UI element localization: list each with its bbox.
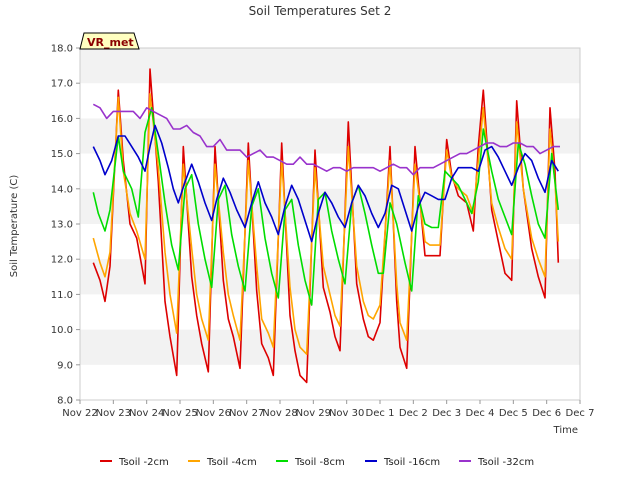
x-tick-label: Dec 5 [499,408,528,419]
y-tick-label: 11.0 [51,290,73,301]
legend: Tsoil -2cm Tsoil -4cm Tsoil -8cm Tsoil -16c… [100,457,534,468]
x-tick-label: Dec 4 [466,408,495,419]
y-tick-label: 14.0 [51,184,73,195]
legend-label: Tsoil -8cm [294,457,345,468]
y-tick-label: 9.0 [57,360,73,371]
legend-label: Tsoil -16cm [383,457,440,468]
y-axis: 8.0 9.0 10.0 11.0 12.0 13.0 14.0 15.0 16.0 17.0 18… [51,44,80,407]
legend-label: Tsoil -2cm [118,457,169,468]
x-tick-label: Dec 7 [566,408,595,419]
x-tick-label: Nov 22 [62,408,97,419]
x-tick-label: Dec 6 [532,408,561,419]
x-tick-label: Dec 2 [399,408,428,419]
series-line-tsoil-32cm [92,103,560,176]
y-tick-label: 13.0 [51,220,73,231]
y-tick-label: 10.0 [51,325,73,336]
y-tick-label: 17.0 [51,79,73,90]
x-axis-title: Time [553,425,578,436]
y-tick-label: 15.0 [51,149,73,160]
badge-shape [79,32,140,50]
y-tick-label: 12.0 [51,255,73,266]
x-tick-label: Nov 29 [296,408,331,419]
grid-band [80,259,580,295]
x-tick-label: Nov 27 [229,408,264,419]
y-tick-label: 16.0 [51,114,73,125]
grid-bands [80,48,580,365]
y-tick-label: 8.0 [57,396,73,407]
vr-met-badge: VR_met [79,32,140,50]
x-tick-label: Nov 28 [262,408,297,419]
legend-label: Tsoil -4cm [206,457,257,468]
x-tick-label: Nov 30 [329,408,364,419]
grid-band [80,48,580,84]
series-line-tsoil-4cm [92,93,560,356]
x-tick-label: Nov 24 [129,408,164,419]
series-line-tsoil-2cm [92,68,560,384]
x-tick-label: Dec 1 [366,408,395,419]
chart-title: Soil Temperatures Set 2 [249,4,392,18]
x-tick-label: Nov 25 [162,408,197,419]
grid-band [80,329,580,365]
y-tick-label: 18.0 [51,44,73,55]
x-tick-label: Dec 3 [432,408,461,419]
y-axis-title: Soil Temperature (C) [9,175,20,278]
badge-label: VR_met [87,36,134,49]
series-layer [92,68,560,384]
x-tick-label: Nov 23 [96,408,131,419]
legend-label: Tsoil -32cm [477,457,534,468]
series-line-tsoil-16cm [92,124,559,243]
x-tick-label: Nov 26 [196,408,231,419]
